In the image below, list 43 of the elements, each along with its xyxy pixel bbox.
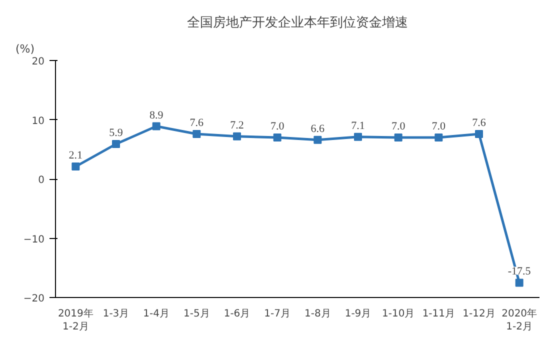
- x-tick-label: 1-9月: [344, 308, 372, 320]
- text: -17.5: [508, 266, 531, 278]
- point: [233, 132, 241, 140]
- x-tick-label: 1-3月: [102, 308, 130, 320]
- point: [273, 134, 282, 142]
- point: [394, 134, 402, 142]
- text: 7.6: [190, 116, 204, 129]
- text: 7.1: [351, 120, 365, 132]
- x-tick-label: 1-5月: [184, 308, 210, 320]
- point: [434, 134, 443, 142]
- x-tick-label: 1-8月: [304, 308, 331, 320]
- text: 7.0: [432, 120, 446, 133]
- y-tick-label: 0: [38, 175, 45, 186]
- x-tick-label: 1-11月: [422, 308, 456, 320]
- y-tick-label: −10: [23, 234, 45, 246]
- chart-title: 全国房地产开发企业本年到位资金增速: [187, 14, 408, 30]
- x-tick-label: 1-6月: [224, 308, 250, 320]
- text: 6.6: [310, 122, 325, 135]
- point: [354, 132, 362, 141]
- x-tick-label: 1-4月: [143, 308, 170, 320]
- x-tick-label: 2020年 1-2月: [502, 308, 538, 333]
- y-tick-label: 10: [32, 116, 45, 127]
- point: [72, 162, 80, 171]
- point: [112, 140, 120, 148]
- y-tick-label: −20: [23, 294, 45, 304]
- point: [192, 130, 201, 138]
- point: [475, 130, 483, 138]
- text: 7.0: [270, 120, 284, 133]
- text: 5.9: [109, 127, 123, 140]
- text: 7.0: [391, 120, 406, 133]
- text: 7.2: [230, 119, 244, 132]
- x-tick-label: 1-12月: [462, 308, 496, 320]
- point: [152, 122, 160, 130]
- text: 7.6: [472, 116, 486, 129]
- x-tick-label: 1-10月: [382, 308, 415, 320]
- y-axis-title: (%): [16, 42, 35, 56]
- point: [515, 278, 524, 287]
- text: 8.9: [149, 109, 164, 122]
- text: 2.1: [68, 150, 83, 162]
- y-tick-label: 20: [32, 56, 45, 68]
- point: [314, 136, 322, 144]
- x-tick-label: 2019年 1-2月: [58, 308, 94, 333]
- x-tick-label: 1-7月: [264, 308, 291, 320]
